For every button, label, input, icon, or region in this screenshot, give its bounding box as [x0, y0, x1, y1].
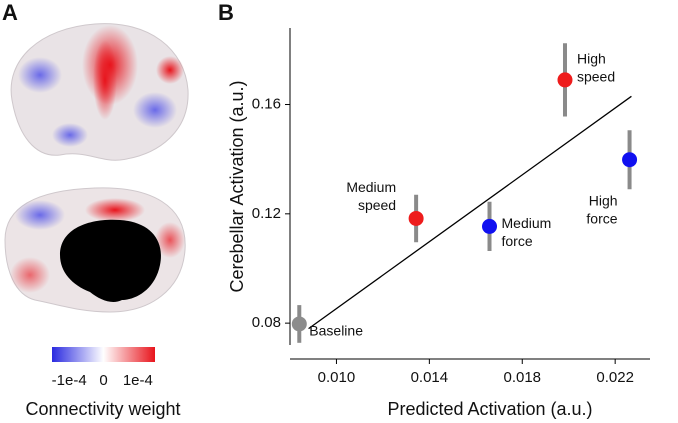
point [408, 210, 424, 226]
point [622, 152, 638, 168]
point-label: Baseline [309, 323, 363, 339]
panel-a: A -1e-4 0 1e-4 Connectivity weight [2, 0, 181, 419]
point [291, 316, 307, 332]
panel-label: B [218, 0, 234, 25]
colorbar-tick-label: 0 [99, 372, 107, 389]
y-axis-label: Cerebellar Activation (a.u.) [227, 80, 247, 292]
colorbar-tick-label: -1e-4 [52, 372, 87, 389]
point-label: High [589, 192, 618, 208]
point-label: Medium [502, 215, 552, 231]
x-tick-label: 0.014 [411, 369, 449, 386]
brain-lateral [10, 23, 189, 161]
brain-medial [4, 187, 186, 313]
point-label: force [502, 233, 533, 249]
point-label: High [577, 51, 606, 67]
point [482, 218, 498, 234]
panel-b: B 0.08 0.12 0.16 0.010 0.014 0.018 0.022Predict… [218, 0, 650, 419]
y-tick-label: 0.12 [252, 205, 281, 222]
y-tick-label: 0.16 [252, 95, 281, 112]
y-tick-label: 0.08 [252, 314, 281, 331]
x-axis-label: Predicted Activation (a.u.) [387, 399, 592, 419]
colorbar [52, 347, 155, 362]
colorbar-label: Connectivity weight [25, 399, 180, 419]
point [557, 72, 573, 88]
panel-label: A [2, 0, 18, 25]
point-label: force [586, 210, 617, 226]
fit-line [308, 95, 632, 330]
point-label: speed [358, 197, 396, 213]
point-label: Medium [346, 179, 396, 195]
point-label: speed [577, 69, 615, 85]
x-tick-label: 0.022 [596, 369, 634, 386]
colorbar-tick-label: 1e-4 [123, 372, 153, 389]
x-tick-label: 0.010 [318, 369, 356, 386]
x-tick-label: 0.018 [503, 369, 541, 386]
